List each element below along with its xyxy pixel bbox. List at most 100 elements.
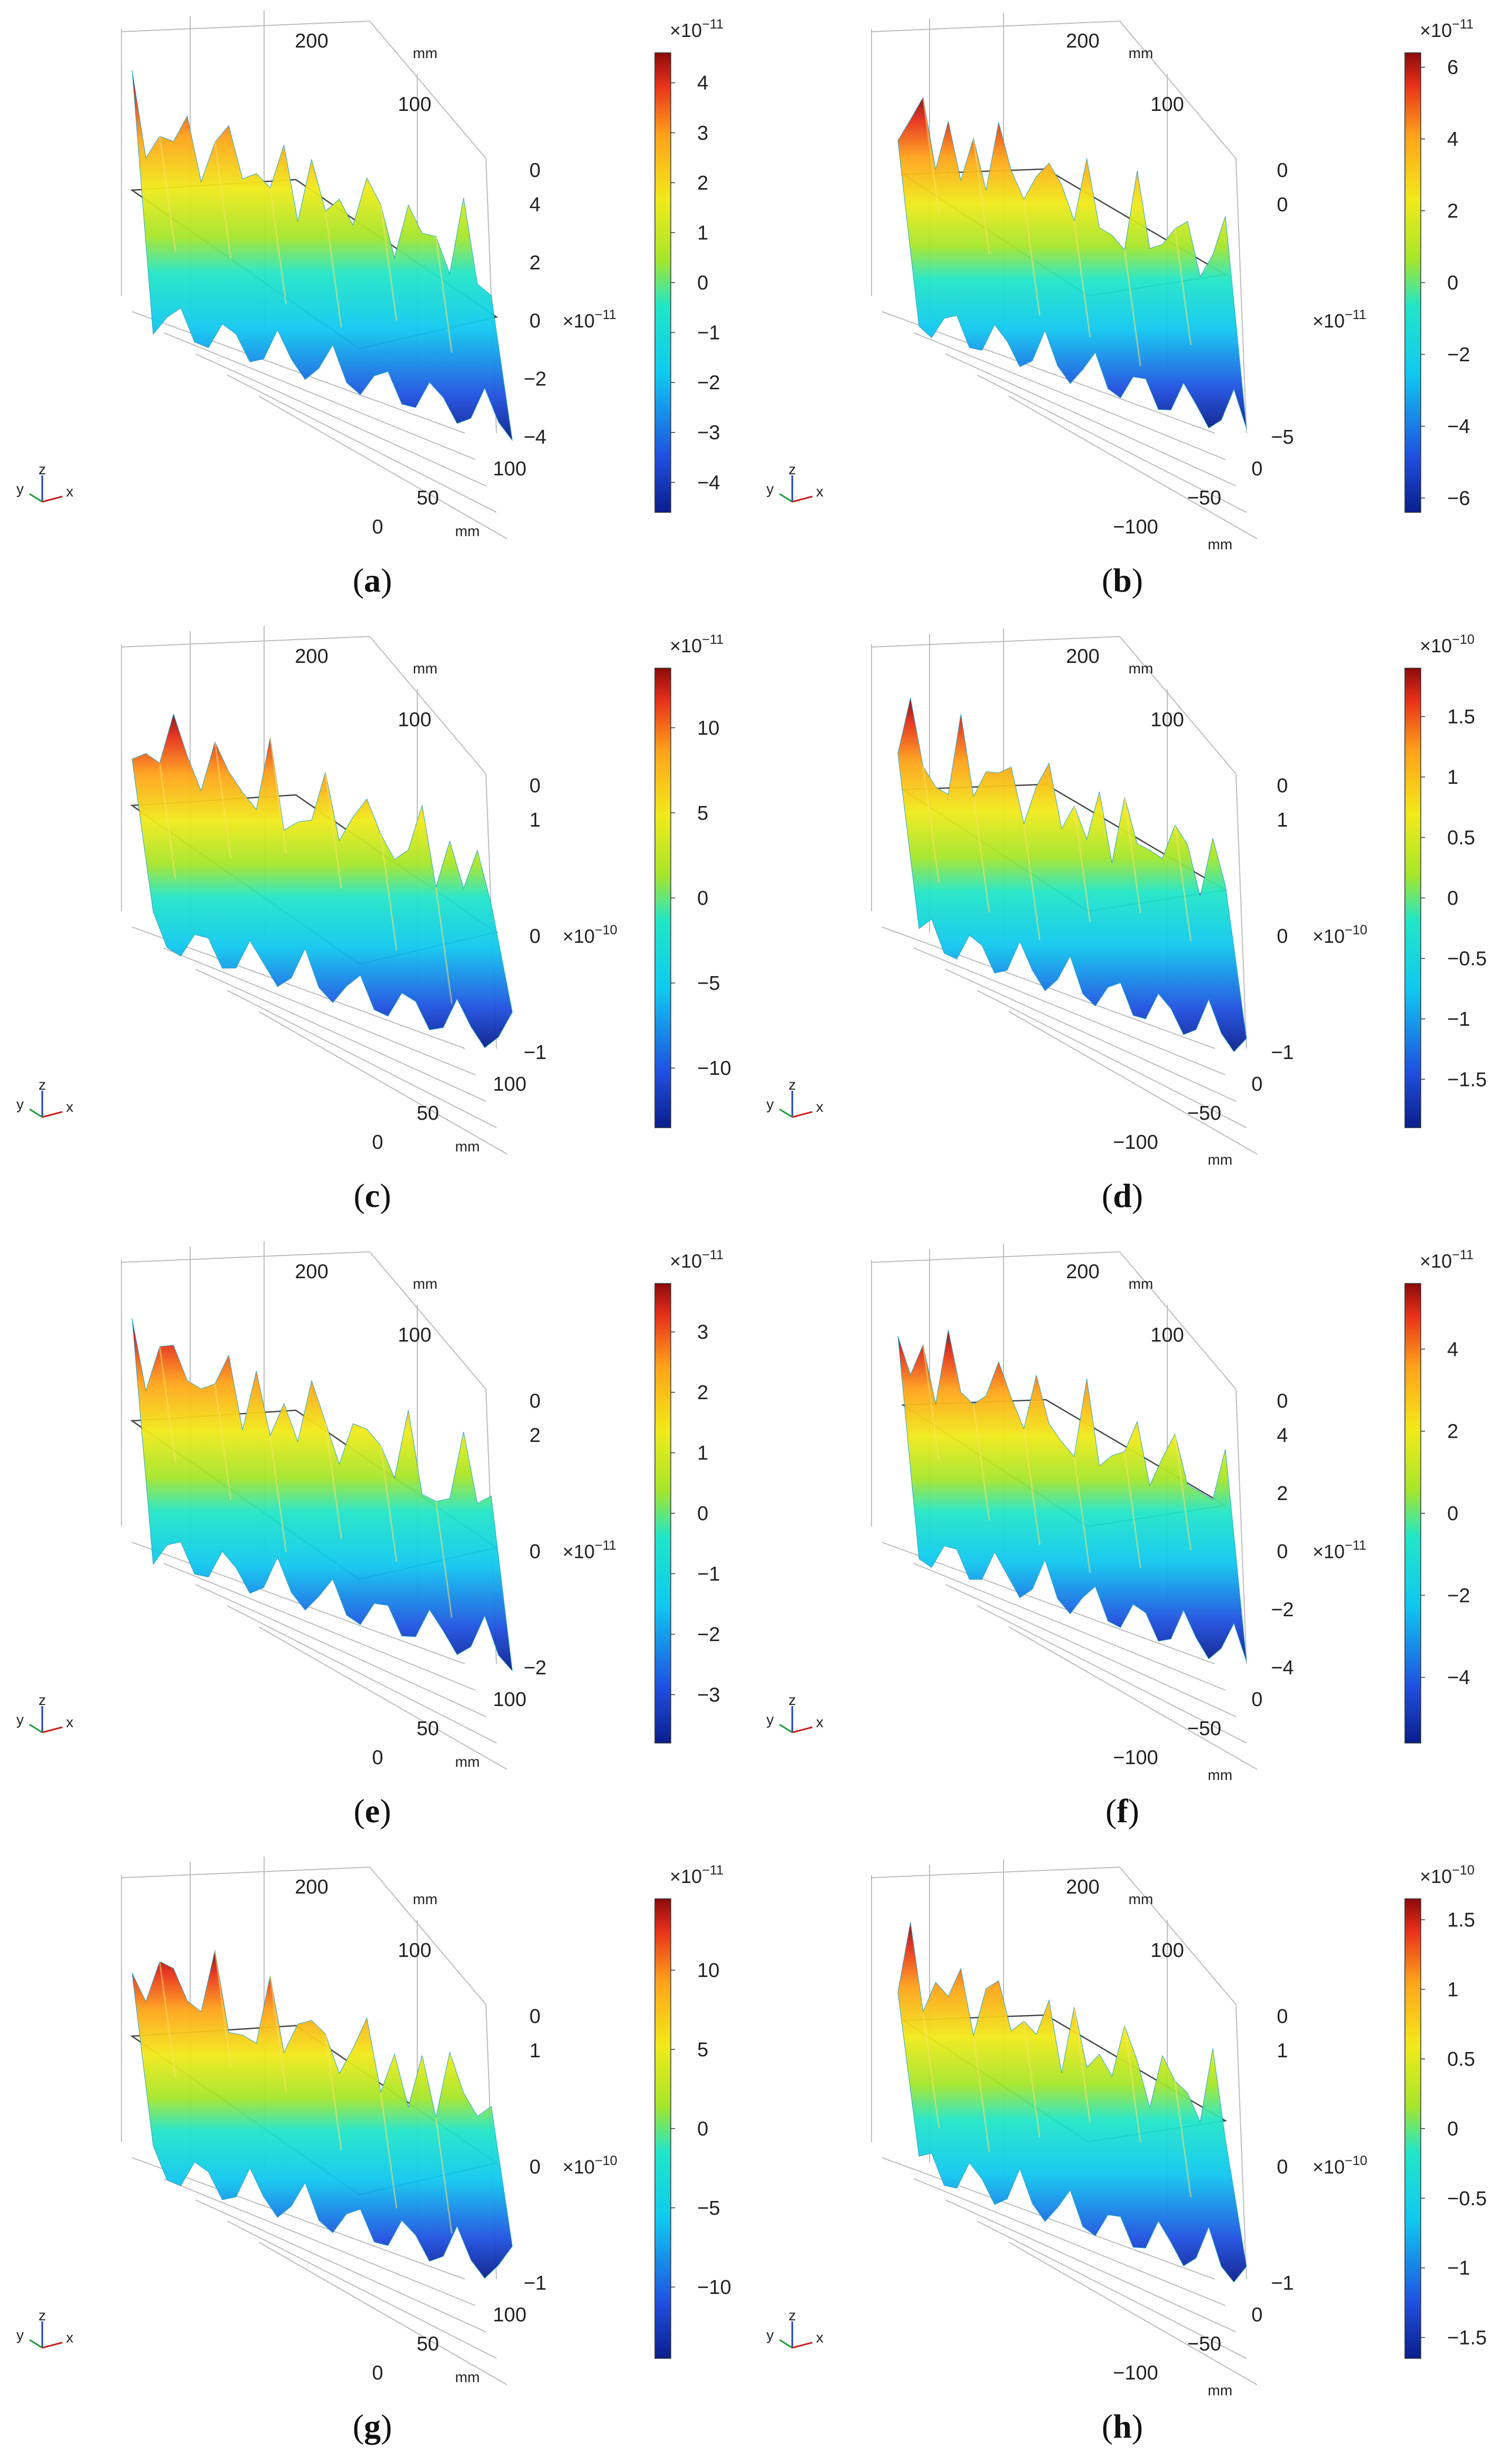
grid-line xyxy=(195,1584,486,1717)
grid-line xyxy=(132,311,465,434)
z-tick-label: 4 xyxy=(1277,1425,1288,1447)
triad-y-label: y xyxy=(16,1711,24,1728)
colorbar-tick-label: 0 xyxy=(1447,887,1458,910)
grid-line xyxy=(913,948,1226,1075)
triad-y-label: y xyxy=(766,2327,774,2343)
triad-y-label: y xyxy=(16,2327,24,2343)
triad-x-arrow xyxy=(42,1726,63,1734)
grid-line xyxy=(1008,396,1258,539)
z-tick-label: 0 xyxy=(1277,925,1288,948)
x-tick-label: 100 xyxy=(1150,93,1184,116)
colorbar-tick-label: −1 xyxy=(697,1563,720,1585)
colorbar xyxy=(654,1898,671,2359)
grid-line xyxy=(882,2157,1215,2280)
colorbar-exponent: ×10−10 xyxy=(1420,632,1475,657)
z-tick-label: 0 xyxy=(529,1541,540,1563)
y-axis-unit: mm xyxy=(455,1138,480,1155)
colorbar-tick-label: 6 xyxy=(1447,57,1458,79)
z-top-label: 0 xyxy=(1277,1390,1288,1412)
triad-x-label: x xyxy=(66,1714,73,1730)
colorbar-tick-label: 0 xyxy=(697,887,708,910)
grid-line xyxy=(227,1605,497,1744)
colorbar-exponent: ×10−11 xyxy=(670,17,724,41)
z-tick-label: −1 xyxy=(1271,2272,1293,2294)
triad-y-arrow xyxy=(779,493,793,503)
x-tick-label: 200 xyxy=(295,1876,328,1898)
z-axis-exponent: ×10−11 xyxy=(562,1538,616,1562)
colorbar-tick-label: 0 xyxy=(697,2118,708,2140)
z-axis-exponent: ×10−10 xyxy=(562,2153,617,2178)
triad-z-label: z xyxy=(789,1076,796,1093)
z-tick-label: 1 xyxy=(529,2040,540,2062)
surface-ridge xyxy=(1123,797,1141,914)
colorbar-tick-label: −5 xyxy=(697,972,720,995)
y-axis-unit: mm xyxy=(1208,1767,1233,1783)
triad-x-label: x xyxy=(816,483,823,500)
colorbar-tick-label: −1.5 xyxy=(1447,1069,1487,1091)
grid-line xyxy=(945,1584,1236,1717)
surface-ridge xyxy=(324,1422,342,1539)
z-top-label: 0 xyxy=(529,160,540,182)
grid-line xyxy=(121,21,370,32)
z-tick-label: −5 xyxy=(1271,426,1293,448)
surface-ridge xyxy=(1023,199,1040,316)
triad-x-arrow xyxy=(42,495,63,503)
grid-line xyxy=(163,1563,476,1691)
y-tick-label: 50 xyxy=(417,487,439,509)
panel-h: 200 100 mm 0 −1 0 1 ×10−10 0 −50 −100 mm z x y −1.5 −1 −0… xyxy=(766,1859,1487,2445)
grid-line xyxy=(882,1542,1215,1664)
surface-ridge xyxy=(1023,1428,1040,1545)
grid-line xyxy=(258,1011,508,1155)
z-tick-label: 0 xyxy=(529,2156,540,2178)
surface-plot xyxy=(897,1329,1247,1662)
x-tick-label: 100 xyxy=(398,709,431,731)
triad-y-label: y xyxy=(766,1711,774,1728)
x-tick-label: 200 xyxy=(295,30,328,52)
surface-plot xyxy=(132,713,513,1048)
z-tick-label: 1 xyxy=(529,809,540,831)
surface-ridge xyxy=(1073,805,1091,923)
triad-x-label: x xyxy=(816,2329,823,2346)
triad-x-arrow xyxy=(792,495,813,503)
grid-line xyxy=(871,21,1120,32)
colorbar-tick-label: −3 xyxy=(697,422,720,444)
z-tick-label: 0 xyxy=(529,310,540,332)
z-axis-exponent: ×10−10 xyxy=(562,923,617,947)
colorbar-tick-label: −10 xyxy=(697,2276,731,2299)
z-tick-label: 2 xyxy=(529,1425,540,1447)
colorbar-tick-label: 10 xyxy=(697,717,719,739)
y-tick-label: 50 xyxy=(417,1102,439,1125)
x-tick-label: 200 xyxy=(1066,30,1099,52)
colorbar-tick-label: 4 xyxy=(1447,1338,1458,1361)
colorbar-tick-label: −1 xyxy=(697,322,720,344)
y-tick-label: 0 xyxy=(1251,1073,1262,1095)
x-axis-unit: mm xyxy=(413,45,438,61)
surface-ridge xyxy=(214,142,232,259)
y-tick-label: 0 xyxy=(1251,1689,1262,1711)
panel-label: (d) xyxy=(1102,1177,1143,1214)
colorbar-tick-label: 2 xyxy=(697,172,708,194)
triad-x-label: x xyxy=(816,1099,823,1115)
y-tick-label: 0 xyxy=(372,516,383,538)
z-top-label: 0 xyxy=(529,2006,540,2028)
colorbar-tick-label: 1 xyxy=(697,1442,708,1465)
surface-ridge xyxy=(435,887,453,1004)
panel-label: (e) xyxy=(353,1792,391,1830)
surface-ridge xyxy=(269,737,287,854)
x-tick-label: 200 xyxy=(1066,645,1099,668)
triad-y-arrow xyxy=(29,1723,43,1734)
x-tick-label: 200 xyxy=(295,1261,328,1283)
x-tick-label: 100 xyxy=(398,1324,431,1346)
triad-x-arrow xyxy=(792,2341,813,2349)
panel-label: (f) xyxy=(1105,1792,1139,1830)
triad-y-arrow xyxy=(779,1723,793,1734)
grid-line xyxy=(945,353,1236,486)
surface-ridge xyxy=(158,1346,176,1463)
grid-line xyxy=(1008,1626,1258,1770)
panel-f: 200 100 mm 0 −4 −2 0 2 4 ×10−11 0 −50 −100 mm z x y −4 −2 0… xyxy=(766,1244,1474,1830)
surface-ridge xyxy=(158,136,176,253)
colorbar-tick-label: −0.5 xyxy=(1447,2188,1487,2210)
colorbar-tick-label: −1 xyxy=(1447,1008,1470,1030)
z-axis-exponent: ×10−11 xyxy=(1312,307,1366,332)
